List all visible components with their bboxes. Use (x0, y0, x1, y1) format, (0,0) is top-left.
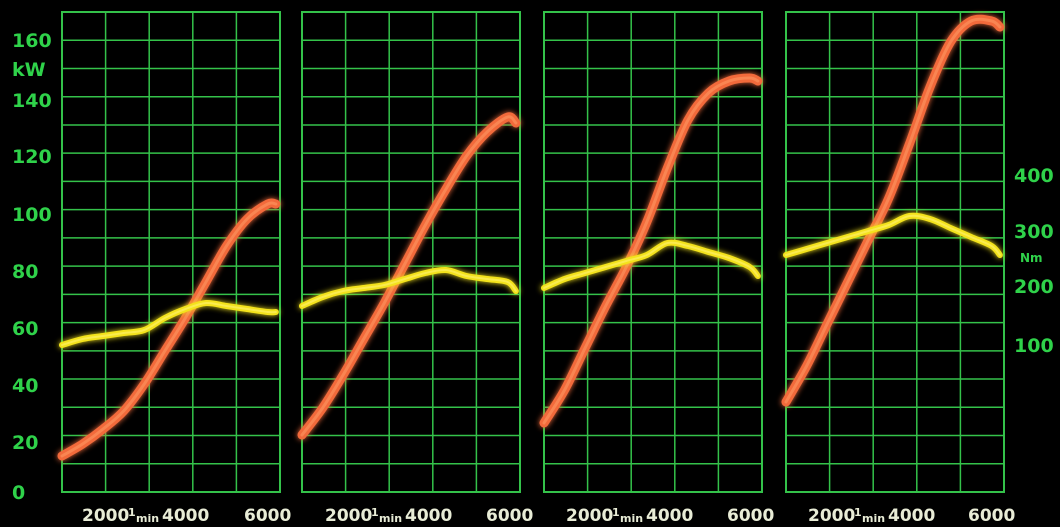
right-axis-tick: 300 (1014, 221, 1054, 243)
x-axis-labels-panel-3: 2000 1 min 4000 6000 (566, 506, 774, 526)
power-curve-highlight (300, 115, 518, 437)
left-axis-tick: 60 (12, 318, 38, 340)
x-tick-2000: 2000 (325, 506, 372, 526)
power-curve-highlight (784, 17, 1002, 404)
x-unit-num: 1 (371, 506, 379, 519)
x-unit-num: 1 (854, 506, 862, 519)
x-unit-den: min (379, 512, 402, 525)
left-axis-tick: 80 (12, 261, 38, 283)
power-curve-highlight (60, 201, 278, 458)
power-curve-highlight (542, 76, 760, 425)
right-axis-tick: 200 (1014, 276, 1054, 298)
torque-curve-highlight (301, 268, 517, 307)
grid-border (543, 11, 763, 493)
grid-border (61, 11, 281, 493)
torque-curve-highlight (61, 301, 277, 346)
chart-panel-4 (781, 11, 1005, 493)
grid (301, 11, 521, 493)
left-axis-tick: 120 (12, 146, 52, 168)
left-axis-tick: 20 (12, 432, 38, 454)
chart-panel-3 (539, 11, 763, 493)
x-tick-6000: 6000 (244, 506, 291, 526)
left-axis-tick: 160 (12, 30, 52, 52)
x-axis-labels-panel-2: 2000 1 min 4000 6000 (325, 506, 533, 526)
x-tick-4000: 4000 (405, 506, 452, 526)
x-tick-6000: 6000 (727, 506, 774, 526)
right-axis: 400 300 Nm 200 100 (1014, 165, 1054, 357)
left-axis-unit: kW (12, 59, 46, 81)
x-axis-labels-panel-1: 2000 1 min 4000 6000 (82, 506, 291, 526)
x-tick-4000: 4000 (162, 506, 209, 526)
x-axis-labels-panel-4: 2000 1 min 4000 6000 (808, 506, 1015, 526)
x-unit-den: min (862, 512, 885, 525)
x-tick-6000: 6000 (486, 506, 533, 526)
left-axis-tick: 40 (12, 375, 38, 397)
grid-border (301, 11, 521, 493)
x-tick-4000: 4000 (888, 506, 935, 526)
left-axis: 160 kW 140 120 100 80 60 40 20 0 (12, 30, 52, 504)
x-tick-2000: 2000 (566, 506, 613, 526)
left-axis-tick: 100 (12, 204, 52, 226)
x-unit-den: min (620, 512, 643, 525)
x-unit-num: 1 (612, 506, 620, 519)
right-axis-unit: Nm (1020, 251, 1043, 265)
chart-panel-1 (57, 11, 281, 493)
x-tick-6000: 6000 (968, 506, 1015, 526)
x-unit-num: 1 (128, 506, 136, 519)
left-axis-tick: 140 (12, 90, 52, 112)
x-tick-2000: 2000 (82, 506, 129, 526)
x-unit-den: min (136, 512, 159, 525)
torque-curve-highlight (785, 214, 1001, 256)
torque-curve-highlight (543, 241, 759, 289)
grid (785, 11, 1005, 493)
x-tick-2000: 2000 (808, 506, 855, 526)
right-axis-tick: 400 (1014, 165, 1054, 187)
x-tick-4000: 4000 (646, 506, 693, 526)
left-axis-tick: 0 (12, 482, 25, 504)
chart-panel-2 (297, 11, 521, 493)
grid (61, 11, 281, 493)
right-axis-tick: 100 (1014, 335, 1054, 357)
chart-panels (57, 11, 1005, 493)
